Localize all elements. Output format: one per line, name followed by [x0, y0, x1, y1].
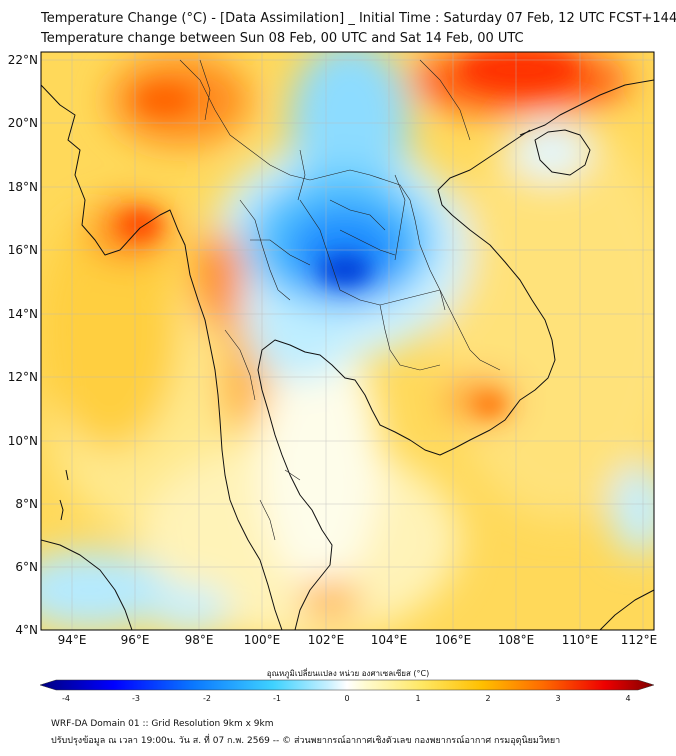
- colorbar-tick: 0: [344, 694, 349, 703]
- map-title: Temperature Change (°C) - [Data Assimila…: [41, 11, 676, 26]
- colorbar-tick: 4: [625, 694, 630, 703]
- colorbar-tick: -1: [273, 694, 281, 703]
- map-subtitle: Temperature change between Sun 08 Feb, 0…: [41, 31, 524, 46]
- lat-label: 8°N: [15, 497, 38, 511]
- lon-label: 106°E: [435, 633, 472, 647]
- graticule: [41, 52, 654, 630]
- colorbar-tick: 2: [485, 694, 490, 703]
- lat-label: 18°N: [8, 180, 38, 194]
- lon-label: 96°E: [121, 633, 150, 647]
- lat-label: 22°N: [8, 53, 38, 67]
- lon-label: 110°E: [562, 633, 599, 647]
- lon-label: 98°E: [185, 633, 214, 647]
- colorbar-tick: 1: [415, 694, 420, 703]
- lon-label: 112°E: [621, 633, 658, 647]
- colorbar-tick: -3: [132, 694, 140, 703]
- colorbar-tick: -2: [203, 694, 211, 703]
- footer-credit: ปรับปรุงข้อมูล ณ เวลา 19:00น. วัน ส. ที่…: [51, 736, 561, 746]
- coastlines: [41, 79, 654, 630]
- lat-label: 20°N: [8, 116, 38, 130]
- footer-resolution: WRF-DA Domain 01 :: Grid Resolution 9km …: [51, 719, 274, 729]
- colorbar: อุณหภูมิเปลี่ยนแปลง หน่วย องศาเซลเซียส (…: [39, 667, 655, 703]
- colorbar-strip: [39, 679, 655, 691]
- latitude-labels: 22°N 20°N 18°N 16°N 14°N 12°N 10°N 8°N 6…: [8, 53, 38, 637]
- lat-label: 6°N: [15, 560, 38, 574]
- borders: [179, 59, 501, 541]
- lon-label: 102°E: [308, 633, 345, 647]
- lon-label: 100°E: [244, 633, 281, 647]
- lon-label: 104°E: [371, 633, 408, 647]
- colorbar-tick: -4: [62, 694, 70, 703]
- lat-label: 10°N: [8, 434, 38, 448]
- colorbar-tick: 3: [555, 694, 560, 703]
- lat-label: 14°N: [8, 307, 38, 321]
- lon-label: 94°E: [58, 633, 87, 647]
- temperature-field: [41, 52, 654, 630]
- longitude-labels: 94°E 96°E 98°E 100°E 102°E 104°E 106°E 1…: [58, 633, 658, 647]
- lon-label: 108°E: [498, 633, 535, 647]
- colorbar-title: อุณหภูมิเปลี่ยนแปลง หน่วย องศาเซลเซียส (…: [267, 667, 429, 679]
- lat-label: 12°N: [8, 370, 38, 384]
- map-frame: [40, 51, 655, 631]
- lat-label: 16°N: [8, 243, 38, 257]
- lat-label: 4°N: [15, 623, 38, 637]
